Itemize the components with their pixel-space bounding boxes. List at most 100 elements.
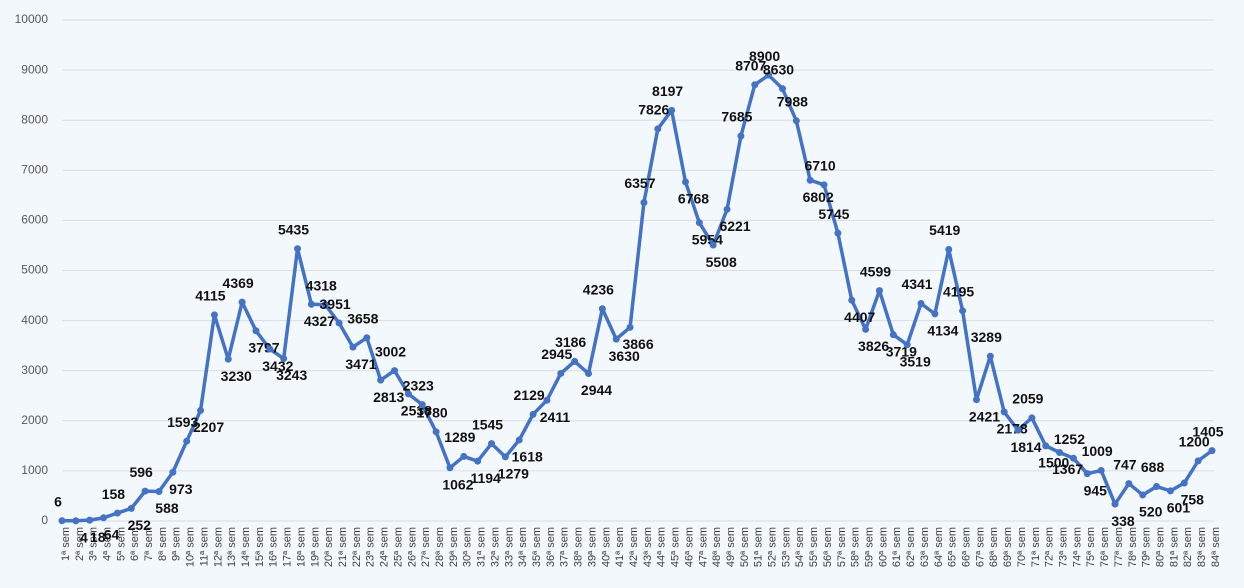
x-tick-label: 74ª sem bbox=[1071, 527, 1083, 567]
data-label: 3432 bbox=[262, 358, 293, 374]
marker bbox=[931, 310, 939, 318]
x-tick-label: 31ª sem bbox=[476, 527, 488, 567]
x-tick-label: 62ª sem bbox=[905, 527, 917, 567]
marker bbox=[363, 334, 371, 342]
x-tick-label: 27ª sem bbox=[420, 527, 432, 567]
marker bbox=[58, 517, 66, 525]
marker bbox=[765, 71, 773, 79]
data-label: 2945 bbox=[541, 346, 572, 362]
marker bbox=[210, 311, 218, 319]
marker bbox=[709, 241, 717, 249]
marker bbox=[321, 301, 329, 309]
data-label: 4369 bbox=[223, 275, 254, 291]
marker bbox=[1153, 483, 1161, 491]
data-label: 688 bbox=[1141, 459, 1165, 475]
data-label: 4236 bbox=[583, 281, 614, 297]
data-label: 2813 bbox=[373, 389, 404, 405]
y-tick-label: 3000 bbox=[21, 363, 48, 377]
x-tick-label: 7ª sem bbox=[143, 527, 155, 561]
data-label: 1545 bbox=[472, 416, 503, 432]
x-tick-label: 26ª sem bbox=[406, 527, 418, 567]
marker bbox=[557, 369, 565, 377]
data-label: 1780 bbox=[417, 405, 448, 421]
data-label: 601 bbox=[1167, 500, 1191, 516]
marker bbox=[834, 229, 842, 237]
marker bbox=[751, 81, 759, 89]
data-label: 1367 bbox=[1052, 461, 1083, 477]
data-label: 1500 bbox=[1038, 455, 1069, 471]
x-tick-label: 32ª sem bbox=[489, 527, 501, 567]
marker bbox=[418, 401, 426, 409]
marker bbox=[571, 357, 579, 365]
x-tick-label: 76ª sem bbox=[1099, 527, 1111, 567]
y-tick-label: 8000 bbox=[21, 112, 48, 126]
x-tick-label: 3ª sem bbox=[88, 527, 100, 561]
marker bbox=[668, 106, 676, 114]
marker bbox=[585, 370, 593, 378]
x-tick-label: 80ª sem bbox=[1154, 527, 1166, 567]
x-tick-label: 41ª sem bbox=[614, 527, 626, 567]
data-label: 3186 bbox=[555, 334, 586, 350]
marker bbox=[86, 516, 94, 524]
x-tick-label: 10ª sem bbox=[185, 527, 197, 567]
marker bbox=[1097, 466, 1105, 474]
data-label: 1252 bbox=[1054, 431, 1085, 447]
data-label: 338 bbox=[1111, 513, 1135, 529]
marker bbox=[349, 343, 357, 351]
marker bbox=[1139, 491, 1147, 499]
data-label: 1618 bbox=[512, 449, 543, 465]
data-label: 8630 bbox=[763, 61, 794, 77]
x-tick-label: 83ª sem bbox=[1196, 527, 1208, 567]
x-tick-label: 52ª sem bbox=[767, 527, 779, 567]
x-tick-label: 6ª sem bbox=[129, 527, 141, 561]
marker bbox=[446, 464, 454, 472]
x-tick-label: 15ª sem bbox=[254, 527, 266, 567]
x-tick-label: 65ª sem bbox=[947, 527, 959, 567]
marker bbox=[501, 453, 509, 461]
data-label: 8900 bbox=[749, 48, 780, 64]
x-tick-label: 21ª sem bbox=[337, 527, 349, 567]
data-label: 3866 bbox=[622, 336, 653, 352]
x-tick-label: 19ª sem bbox=[309, 527, 321, 567]
x-tick-label: 81ª sem bbox=[1168, 527, 1180, 567]
x-tick-label: 55ª sem bbox=[808, 527, 820, 567]
x-tick-label: 30ª sem bbox=[462, 527, 474, 567]
y-tick-label: 7000 bbox=[21, 162, 48, 176]
x-tick-label: 73ª sem bbox=[1057, 527, 1069, 567]
data-label: 3658 bbox=[347, 310, 378, 326]
data-label: 747 bbox=[1113, 456, 1137, 472]
marker bbox=[1125, 480, 1133, 488]
data-label: 3243 bbox=[276, 367, 307, 383]
x-tick-label: 29ª sem bbox=[448, 527, 460, 567]
x-tick-label: 60ª sem bbox=[877, 527, 889, 567]
x-tick-label: 49ª sem bbox=[725, 527, 737, 567]
data-label: 3826 bbox=[858, 338, 889, 354]
x-tick-label: 48ª sem bbox=[711, 527, 723, 567]
x-tick-label: 37ª sem bbox=[559, 527, 571, 567]
data-label: 5954 bbox=[692, 231, 723, 247]
data-label: 2129 bbox=[514, 387, 545, 403]
x-tick-label: 17ª sem bbox=[282, 527, 294, 567]
marker bbox=[1069, 454, 1077, 462]
data-label: 18 bbox=[90, 529, 106, 545]
marker bbox=[280, 355, 288, 363]
x-tick-label: 45ª sem bbox=[670, 527, 682, 567]
marker bbox=[155, 488, 163, 496]
x-tick-label: 22ª sem bbox=[351, 527, 363, 567]
data-label: 2059 bbox=[1012, 391, 1043, 407]
x-tick-label: 28ª sem bbox=[434, 527, 446, 567]
marker bbox=[792, 117, 800, 125]
data-label: 8197 bbox=[652, 83, 683, 99]
x-tick-label: 84ª sem bbox=[1210, 527, 1222, 567]
data-label: 6357 bbox=[624, 175, 655, 191]
marker bbox=[1000, 408, 1008, 416]
x-tick-label: 35ª sem bbox=[531, 527, 543, 567]
x-tick-label: 1ª sem bbox=[60, 527, 72, 561]
x-tick-label: 54ª sem bbox=[794, 527, 806, 567]
x-tick-label: 11ª sem bbox=[198, 527, 210, 566]
data-label: 252 bbox=[128, 517, 152, 533]
x-tick-label: 68ª sem bbox=[988, 527, 1000, 567]
y-tick-label: 1000 bbox=[21, 463, 48, 477]
marker bbox=[335, 319, 343, 327]
x-tick-label: 42ª sem bbox=[628, 527, 640, 567]
